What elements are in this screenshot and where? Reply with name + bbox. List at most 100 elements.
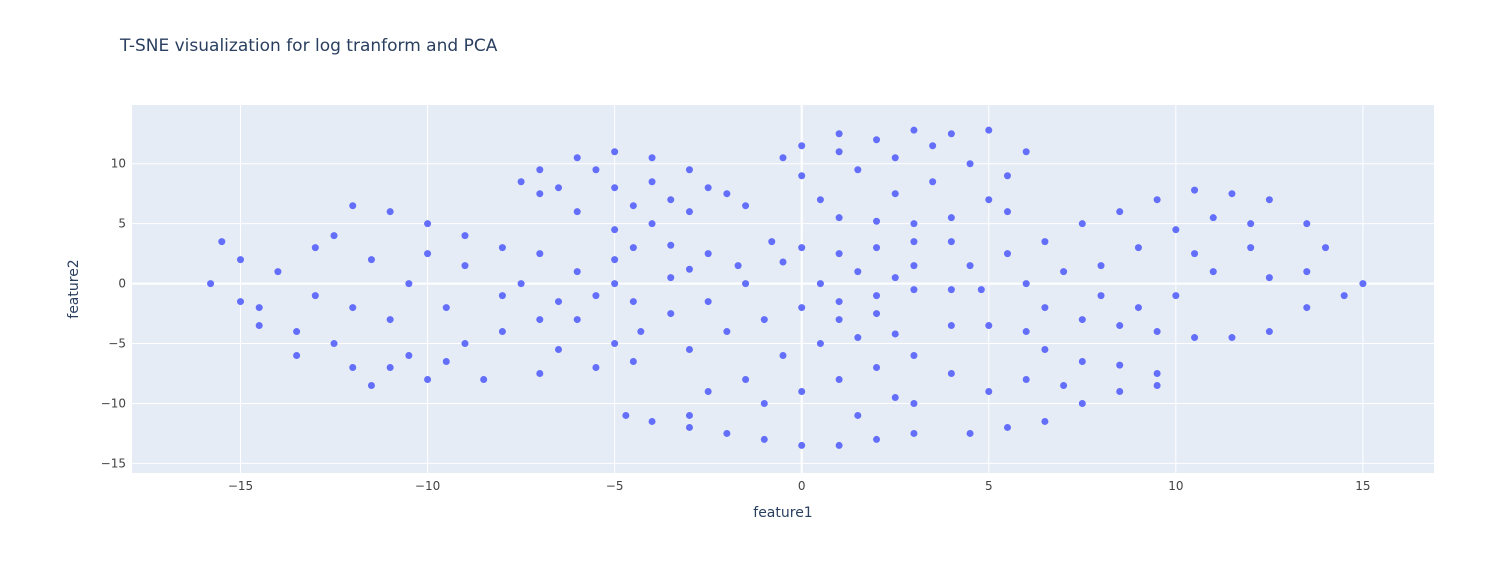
point (367, 381, 375, 389)
point (1153, 328, 1161, 336)
point (891, 393, 899, 401)
point (1116, 208, 1124, 216)
point (480, 376, 488, 384)
point (611, 148, 619, 156)
point (1116, 322, 1124, 330)
y-axis-title: feature2 (66, 259, 82, 318)
point (611, 226, 619, 234)
point (1097, 262, 1105, 270)
point (330, 340, 338, 348)
point (442, 358, 450, 366)
point (1022, 148, 1030, 156)
point (873, 435, 881, 443)
point (816, 280, 824, 288)
point (573, 316, 581, 324)
point (1303, 304, 1311, 312)
point (760, 399, 768, 407)
point (442, 304, 450, 312)
x-tick-label: −10 (415, 479, 440, 493)
point (386, 364, 394, 372)
point (367, 256, 375, 264)
point (1172, 226, 1180, 234)
point (330, 232, 338, 240)
point (985, 126, 993, 134)
point (536, 370, 544, 378)
y-tick-label: −5 (108, 337, 126, 351)
point (685, 346, 693, 354)
point (873, 310, 881, 318)
y-tick-label: 0 (118, 277, 126, 291)
point (1265, 328, 1273, 336)
point (293, 328, 301, 336)
point (1228, 190, 1236, 198)
point (667, 274, 675, 282)
point (947, 286, 955, 294)
point (461, 262, 469, 270)
point (536, 316, 544, 324)
point (648, 220, 656, 228)
point (798, 172, 806, 180)
point (910, 220, 918, 228)
point (947, 370, 955, 378)
point (704, 184, 712, 192)
point (611, 340, 619, 348)
point (734, 262, 742, 270)
point (498, 292, 506, 300)
point (349, 304, 357, 312)
x-tick-label: −15 (228, 479, 253, 493)
point (1134, 304, 1142, 312)
point (798, 304, 806, 312)
point (798, 142, 806, 150)
point (1191, 334, 1199, 342)
point (1078, 316, 1086, 324)
point (929, 178, 937, 186)
point (742, 376, 750, 384)
point (779, 258, 787, 266)
point (854, 411, 862, 419)
y-tick-label: −10 (101, 396, 126, 410)
plot-area (132, 105, 1434, 473)
point (779, 352, 787, 360)
point (723, 190, 731, 198)
point (1303, 220, 1311, 228)
point (255, 304, 263, 312)
point (798, 244, 806, 252)
point (1003, 423, 1011, 431)
point (929, 142, 937, 150)
point (985, 387, 993, 395)
point (424, 220, 432, 228)
point (517, 178, 525, 186)
point (1209, 268, 1217, 276)
point (1022, 328, 1030, 336)
point (424, 250, 432, 258)
x-tick-label: −5 (606, 479, 624, 493)
point (760, 435, 768, 443)
point (685, 423, 693, 431)
x-tick-label: 10 (1168, 479, 1183, 493)
point (985, 196, 993, 204)
point (1022, 280, 1030, 288)
point (611, 184, 619, 192)
point (910, 126, 918, 134)
point (966, 160, 974, 168)
point (573, 208, 581, 216)
point (685, 411, 693, 419)
point (405, 352, 413, 360)
point (779, 154, 787, 162)
point (798, 387, 806, 395)
point (947, 130, 955, 138)
point (573, 268, 581, 276)
point (742, 280, 750, 288)
point (835, 214, 843, 222)
point (1303, 268, 1311, 276)
point (592, 364, 600, 372)
point (611, 280, 619, 288)
point (910, 238, 918, 246)
point (835, 316, 843, 324)
point (1191, 250, 1199, 258)
point (629, 358, 637, 366)
x-tick-label: 5 (985, 479, 993, 493)
point (985, 322, 993, 330)
point (667, 310, 675, 318)
point (873, 244, 881, 252)
